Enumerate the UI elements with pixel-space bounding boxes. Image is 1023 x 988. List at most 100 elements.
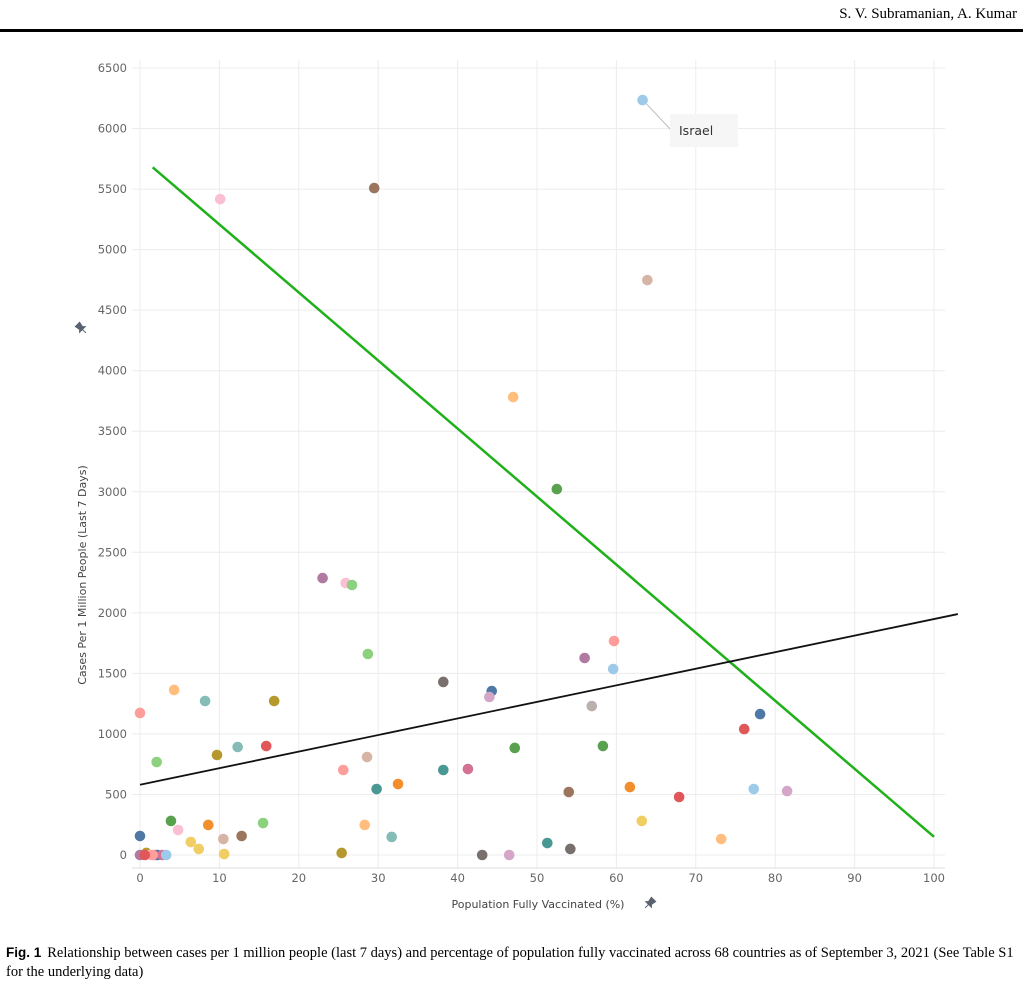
- y-tick-label: 4500: [98, 303, 127, 317]
- x-tick-label: 90: [847, 871, 862, 885]
- data-point: [371, 783, 382, 795]
- data-point: [147, 849, 159, 861]
- annotation-leader-line: [646, 103, 673, 132]
- running-header-authors: S. V. Subramanian, A. Kumar: [839, 6, 1017, 22]
- data-point: [160, 849, 172, 861]
- data-point: [579, 652, 590, 664]
- data-point: [754, 708, 766, 720]
- data-point: [236, 830, 247, 842]
- data-point: [673, 791, 685, 803]
- y-tick-label: 3500: [98, 424, 127, 438]
- y-tick-label: 500: [105, 787, 127, 801]
- data-point: [165, 815, 177, 827]
- caption-text: Relationship between cases per 1 million…: [6, 945, 1014, 980]
- data-point: [362, 648, 374, 660]
- data-point: [232, 741, 243, 753]
- data-point: [168, 684, 180, 696]
- x-tick-label: 60: [609, 871, 624, 885]
- x-tick-label: 70: [688, 871, 703, 885]
- data-point: [542, 837, 553, 849]
- y-axis-ticks: 0 500 1000 1500 2000 2500 3000 3500 4000 4500 5000…: [98, 61, 127, 862]
- data-point: [218, 848, 230, 860]
- data-point: [438, 676, 449, 688]
- data-point: [193, 843, 205, 855]
- trend-lines: [139, 166, 959, 838]
- x-tick-label: 20: [291, 871, 306, 885]
- y-tick-label: 0: [120, 848, 127, 862]
- data-point: [781, 785, 793, 797]
- y-tick-label: 6500: [98, 61, 127, 75]
- data-point: [361, 751, 373, 763]
- x-tick-label: 10: [212, 871, 227, 885]
- annotation-box: [670, 114, 738, 147]
- data-point: [202, 819, 214, 831]
- data-point: [563, 786, 575, 798]
- data-point: [218, 833, 229, 845]
- x-tick-label: 100: [923, 871, 945, 885]
- x-tick-label: 0: [136, 871, 143, 885]
- data-point: [172, 824, 184, 836]
- x-tick-label: 50: [530, 871, 545, 885]
- data-point: [317, 572, 328, 584]
- data-point: [637, 94, 648, 106]
- data-point: [748, 783, 760, 795]
- green-line: [151, 166, 935, 838]
- data-point: [476, 849, 488, 861]
- data-point: [586, 700, 598, 712]
- data-point: [484, 691, 495, 703]
- data-point: [715, 833, 727, 845]
- data-point: [139, 849, 151, 861]
- data-point: [509, 742, 521, 754]
- israel-annotation: Israel: [646, 103, 738, 147]
- data-point: [642, 274, 653, 286]
- y-tick-label: 5000: [98, 243, 127, 257]
- data-point: [565, 843, 576, 855]
- data-point: [438, 764, 449, 776]
- x-tick-label: 30: [371, 871, 386, 885]
- y-tick-label: 6000: [98, 122, 127, 136]
- y-axis-title: Cases Per 1 Million People (Last 7 Days): [76, 465, 89, 685]
- data-point: [507, 391, 519, 403]
- data-point: [214, 193, 226, 205]
- data-point: [392, 778, 404, 790]
- y-tick-label: 1000: [98, 727, 127, 741]
- data-point: [636, 815, 648, 827]
- data-point: [336, 847, 347, 859]
- data-point: [551, 483, 563, 495]
- data-point: [260, 740, 272, 752]
- data-point: [211, 749, 223, 761]
- data-point: [368, 182, 380, 194]
- x-axis-title: Population Fully Vaccinated (%): [452, 898, 625, 911]
- y-tick-label: 2000: [98, 606, 127, 620]
- data-point: [608, 635, 620, 647]
- header-rule: [0, 29, 1023, 32]
- y-tick-label: 1500: [98, 666, 127, 680]
- data-point: [607, 663, 619, 675]
- y-tick-label: 4000: [98, 364, 127, 378]
- data-point: [597, 740, 609, 752]
- data-point: [359, 819, 371, 831]
- data-point: [624, 781, 636, 793]
- data-point: [257, 817, 269, 829]
- x-axis-ticks: 0 10 20 30 40 50 60 70 80 90 100: [136, 871, 945, 885]
- data-point: [134, 707, 146, 719]
- data-point: [185, 836, 197, 848]
- data-point: [151, 756, 162, 768]
- data-points: [134, 94, 793, 861]
- gridlines: [132, 60, 945, 869]
- fit-line: [139, 613, 959, 786]
- x-tick-label: 40: [450, 871, 465, 885]
- data-point: [738, 723, 750, 735]
- y-tick-label: 5500: [98, 182, 127, 196]
- data-point: [386, 831, 397, 843]
- y-tick-label: 2500: [98, 545, 127, 559]
- data-point: [462, 763, 474, 775]
- data-point: [199, 695, 211, 707]
- y-tick-label: 3000: [98, 485, 127, 499]
- scatter-chart: 0500100015002000250030003500400045005000…: [74, 60, 959, 911]
- x-axis-pin-icon: [644, 896, 657, 909]
- annotation-label: Israel: [679, 123, 713, 138]
- data-point: [268, 695, 280, 707]
- figure-caption: Fig. 1 Relationship between cases per 1 m…: [6, 943, 1018, 982]
- y-axis-pin-icon: [74, 321, 87, 334]
